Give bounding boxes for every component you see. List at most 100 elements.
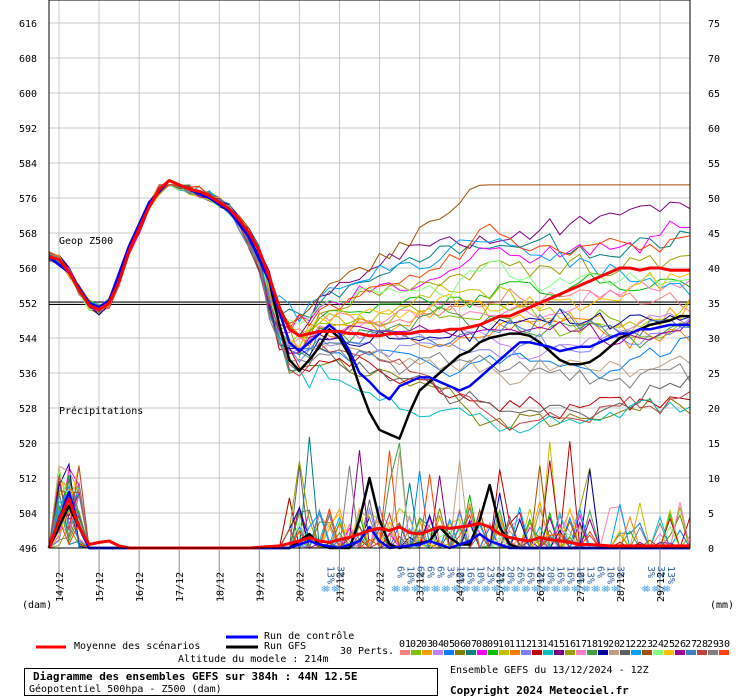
pert-color-swatch bbox=[620, 650, 630, 655]
snow-percent-label: 23% bbox=[495, 566, 506, 584]
snowflake-icon: ❄❄ bbox=[562, 584, 572, 595]
right-tick-label: 15 bbox=[708, 439, 720, 450]
pert-number-label: 02 bbox=[410, 639, 422, 650]
pert-color-swatch bbox=[653, 650, 663, 655]
pert-number-label: 01 bbox=[399, 639, 411, 650]
pert-color-swatch bbox=[675, 650, 685, 655]
left-tick-label: 600 bbox=[19, 89, 37, 100]
snowflake-icon: ❄❄ bbox=[462, 584, 472, 595]
pert-color-swatch bbox=[499, 650, 509, 655]
pert-number-label: 10 bbox=[498, 639, 510, 650]
pert-color-swatch bbox=[444, 650, 454, 655]
right-tick-label: 65 bbox=[708, 89, 720, 100]
right-tick-label: 35 bbox=[708, 299, 720, 310]
chart-subtitle: Géopotentiel 500hpa - Z500 (dam) bbox=[29, 684, 222, 695]
pert-number-label: 18 bbox=[586, 639, 598, 650]
snowflake-icon: ❄❄ bbox=[392, 584, 402, 595]
x-tick-label: 17/12 bbox=[175, 572, 186, 602]
snow-percent-label: 10% bbox=[405, 566, 416, 584]
x-tick-label: 27/12 bbox=[576, 572, 587, 602]
left-tick-label: 568 bbox=[19, 229, 37, 240]
right-tick-label: 75 bbox=[708, 19, 720, 30]
label-precip: Précipitations bbox=[59, 406, 144, 417]
snow-percent-label: 3% bbox=[615, 566, 626, 578]
pert-number-label: 07 bbox=[465, 639, 477, 650]
right-tick-label: 40 bbox=[708, 264, 720, 275]
pert-color-swatch bbox=[598, 650, 608, 655]
plot-border bbox=[48, 0, 691, 549]
pert-number-label: 15 bbox=[553, 639, 565, 650]
snowflake-icon: ❄❄ bbox=[321, 584, 331, 595]
ensemble-run-label: Ensemble GEFS du 13/12/2024 - 12Z bbox=[450, 665, 649, 676]
pert-color-swatch bbox=[664, 650, 674, 655]
pert-number-label: 04 bbox=[432, 639, 444, 650]
pert-color-swatch bbox=[587, 650, 597, 655]
right-tick-label: 20 bbox=[708, 404, 720, 415]
pert-color-swatch bbox=[433, 650, 443, 655]
left-tick-label: 528 bbox=[19, 404, 37, 415]
x-tick-label: 19/12 bbox=[255, 572, 266, 602]
pert-color-swatch bbox=[576, 650, 586, 655]
x-tick-label: 25/12 bbox=[496, 572, 507, 602]
pert-number-label: 24 bbox=[652, 639, 664, 650]
left-tick-label: 576 bbox=[19, 194, 37, 205]
pert-number-label: 08 bbox=[476, 639, 488, 650]
snow-percent-label: 6% bbox=[395, 566, 406, 578]
left-tick-label: 512 bbox=[19, 474, 37, 485]
left-tick-label: 552 bbox=[19, 299, 37, 310]
pert-number-label: 19 bbox=[597, 639, 609, 650]
right-tick-label: 10 bbox=[708, 474, 720, 485]
mean-z500-line bbox=[48, 179, 690, 338]
pert-number-label: 16 bbox=[564, 639, 576, 650]
pert-number-label: 20 bbox=[608, 639, 620, 650]
right-tick-label: 70 bbox=[708, 54, 720, 65]
x-tick-label: 29/12 bbox=[656, 572, 667, 602]
pert-color-swatch bbox=[565, 650, 575, 655]
snowflake-icon: ❄❄ bbox=[592, 584, 602, 595]
snowflake-icon: ❄❄ bbox=[522, 584, 532, 595]
pert-color-swatch bbox=[422, 650, 432, 655]
snow-percent-label: 20% bbox=[505, 566, 516, 584]
pert-number-label: 14 bbox=[542, 639, 554, 650]
control-z500-line bbox=[48, 179, 690, 401]
snowflake-icon: ❄❄ bbox=[402, 584, 412, 595]
snowflake-icon: ❄❄ bbox=[542, 584, 552, 595]
pert-color-swatch bbox=[532, 650, 542, 655]
pert-color-swatch bbox=[543, 650, 553, 655]
snow-percent-label: 10% bbox=[475, 566, 486, 584]
right-tick-label: 0 bbox=[708, 544, 714, 555]
snow-percent-label: 3% bbox=[655, 566, 666, 578]
x-tick-label: 26/12 bbox=[536, 572, 547, 602]
snow-percent-label: 3% bbox=[445, 566, 456, 578]
x-tick-label: 24/12 bbox=[456, 572, 467, 602]
left-tick-label: 608 bbox=[19, 54, 37, 65]
info-box: Diagramme des ensembles GEFS sur 384h : … bbox=[24, 668, 438, 696]
x-tick-label: 20/12 bbox=[295, 572, 306, 602]
altitude-label: Altitude du modele : 214m bbox=[178, 654, 329, 665]
snow-percent-label: 26% bbox=[515, 566, 526, 584]
pert-color-swatch bbox=[455, 650, 465, 655]
snow-percent-label: 10% bbox=[605, 566, 616, 584]
right-tick-label: 50 bbox=[708, 194, 720, 205]
pert-color-swatch bbox=[686, 650, 696, 655]
legend-graphics: 0102030405060708091011121314151617181920… bbox=[36, 635, 730, 655]
chart-grid bbox=[49, 0, 690, 549]
x-tick-label: 14/12 bbox=[55, 572, 66, 602]
pert-number-label: 30 bbox=[718, 639, 730, 650]
right-tick-label: 30 bbox=[708, 334, 720, 345]
snowflake-icon: ❄❄ bbox=[502, 584, 512, 595]
snow-percent-label: 10% bbox=[455, 566, 466, 584]
snow-percent-label: 16% bbox=[525, 566, 536, 584]
left-tick-label: 520 bbox=[19, 439, 37, 450]
pert-number-label: 26 bbox=[674, 639, 686, 650]
pert-number-label: 23 bbox=[641, 639, 653, 650]
x-tick-label: 22/12 bbox=[376, 572, 387, 602]
x-tick-label: 18/12 bbox=[215, 572, 226, 602]
snow-percent-label: 20% bbox=[545, 566, 556, 584]
snowflake-icon: ❄❄ bbox=[482, 584, 492, 595]
snow-percent-label: 13% bbox=[585, 566, 596, 584]
snow-percent-label: 3% bbox=[334, 566, 345, 578]
snowflake-icon: ❄❄ bbox=[442, 584, 452, 595]
left-tick-label: 592 bbox=[19, 124, 37, 135]
snow-percent-label: 6% bbox=[435, 566, 446, 578]
